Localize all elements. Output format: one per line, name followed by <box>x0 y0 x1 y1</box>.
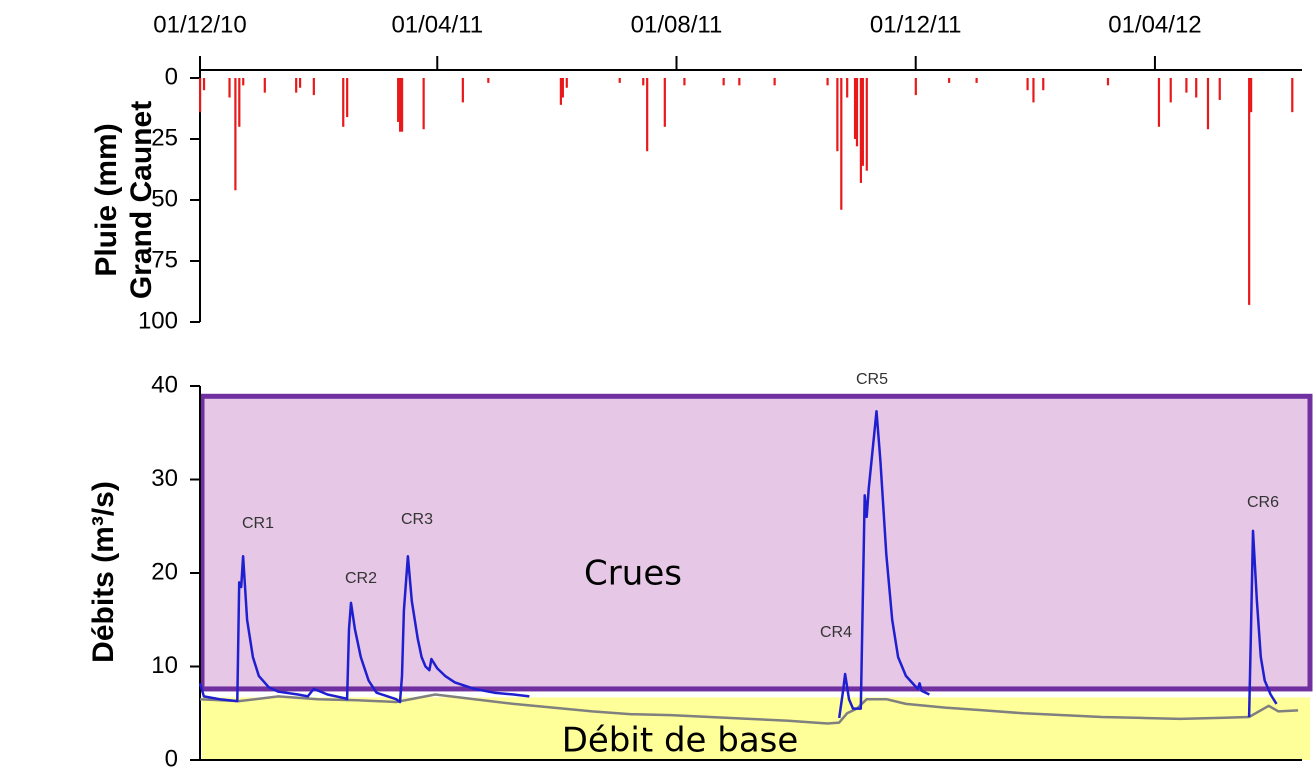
y-axis-label: Débits (m³/s) <box>87 481 120 663</box>
bar <box>422 78 425 130</box>
bar <box>853 78 857 139</box>
annotation: CR6 <box>1247 494 1279 511</box>
bar <box>722 78 725 86</box>
bar <box>1250 78 1253 113</box>
y-tick-label: 25 <box>151 124 178 151</box>
bar <box>1195 78 1198 98</box>
bar <box>1026 78 1029 91</box>
bar <box>202 78 206 91</box>
bar <box>646 78 649 152</box>
x-tick-label: 01/08/11 <box>631 11 723 38</box>
bar <box>836 78 839 152</box>
y-tick-label: 50 <box>151 185 178 212</box>
band-label: Débit de base <box>562 721 799 761</box>
bar <box>1185 78 1188 93</box>
y-tick-label: 100 <box>138 307 178 334</box>
band <box>202 697 1310 760</box>
y-tick-label: 0 <box>165 745 178 772</box>
bar <box>773 78 776 86</box>
bar <box>840 78 843 210</box>
bar <box>1106 78 1110 86</box>
x-tick-label: 01/12/10 <box>153 11 246 38</box>
bar <box>242 78 245 86</box>
y-axis-label: Pluie (mm) <box>90 123 123 276</box>
band-label: Crues <box>584 554 682 594</box>
annotation: CR3 <box>401 511 433 528</box>
line <box>199 693 1299 725</box>
bar <box>663 78 666 127</box>
bar <box>399 78 402 132</box>
bar <box>826 78 829 86</box>
y-tick-label: 0 <box>165 63 178 90</box>
bar <box>1032 78 1035 103</box>
line <box>837 409 930 719</box>
bar <box>865 78 868 171</box>
x-tick-label: 01/04/11 <box>391 11 483 38</box>
band <box>199 393 1313 692</box>
bar <box>861 78 864 166</box>
annotation: CR5 <box>856 371 888 388</box>
y-tick-label: 40 <box>151 371 178 398</box>
bar <box>263 78 266 93</box>
bar <box>975 78 978 83</box>
bar <box>948 78 951 83</box>
line <box>1247 529 1278 718</box>
bar <box>397 78 400 122</box>
bar <box>234 78 237 191</box>
bar <box>561 78 564 98</box>
x-tick-label: 01/04/12 <box>1108 11 1201 38</box>
bar <box>238 78 241 127</box>
bar <box>683 78 686 86</box>
bar <box>487 78 490 83</box>
bar <box>559 78 562 105</box>
line <box>198 554 530 704</box>
bar <box>859 78 863 183</box>
bar <box>346 78 349 118</box>
bar <box>738 78 741 86</box>
bar <box>846 78 849 98</box>
bar <box>199 78 202 113</box>
bar <box>461 78 464 103</box>
bar <box>618 78 621 83</box>
bar <box>565 78 568 88</box>
bar <box>1218 78 1221 100</box>
annotation: CR1 <box>242 515 274 532</box>
bar <box>1206 78 1210 130</box>
bar <box>342 78 345 127</box>
bar <box>295 78 298 93</box>
bar <box>299 78 302 88</box>
annotation: CR4 <box>820 624 852 641</box>
bar <box>1042 78 1045 91</box>
bar <box>1157 78 1161 127</box>
y-tick-label: 20 <box>151 558 178 585</box>
bar <box>1291 78 1294 113</box>
bar <box>400 78 404 132</box>
bar <box>914 78 917 96</box>
y-axis-label: Grand Caunet <box>125 101 158 299</box>
y-tick-label: 30 <box>151 465 178 492</box>
bar <box>1169 78 1172 103</box>
bar <box>642 78 645 86</box>
bar <box>1248 78 1251 305</box>
y-tick-label: 10 <box>151 652 178 679</box>
annotation: CR2 <box>345 570 377 587</box>
bar <box>855 78 859 147</box>
y-tick-label: 75 <box>151 246 178 273</box>
bar <box>228 78 231 98</box>
bar <box>312 78 315 96</box>
x-tick-label: 01/12/11 <box>870 11 962 38</box>
